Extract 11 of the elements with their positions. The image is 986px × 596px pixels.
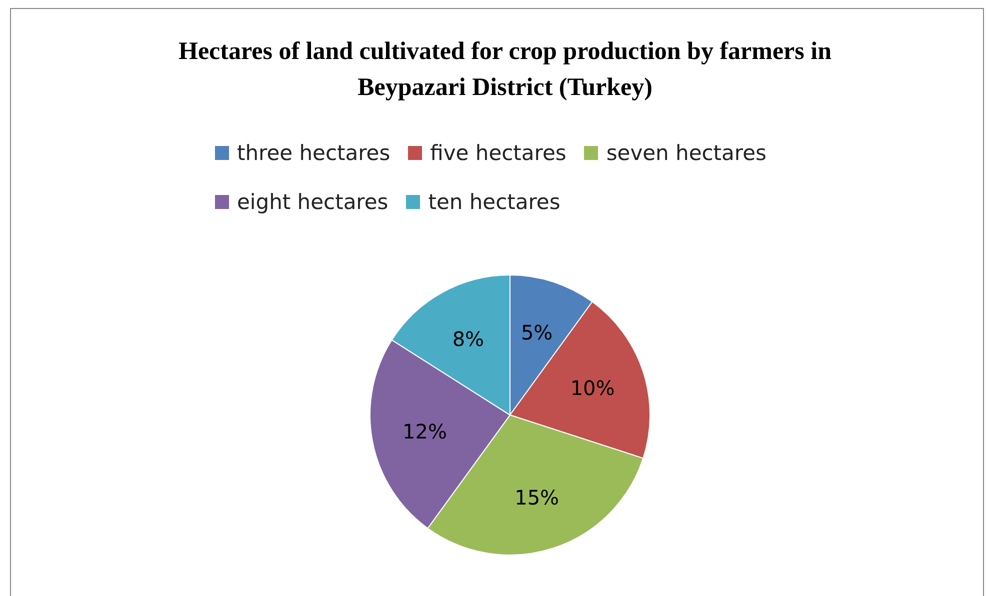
- chart-title: Hectares of land cultivated for crop production by farmers in Beypazari District (Turkey): [178, 37, 832, 103]
- legend-label: ten hectares: [428, 190, 560, 214]
- data-label: 15%: [514, 486, 560, 510]
- data-label: 10%: [570, 376, 615, 400]
- legend-label: five hectares: [430, 140, 566, 164]
- legend-label: three hectares: [237, 140, 390, 164]
- legend-label: eight hectares: [237, 190, 388, 214]
- data-label: 12%: [402, 419, 447, 444]
- data-label: 5%: [520, 320, 553, 344]
- data-label: 8%: [452, 326, 484, 351]
- legend-label: seven hectares: [606, 140, 766, 164]
